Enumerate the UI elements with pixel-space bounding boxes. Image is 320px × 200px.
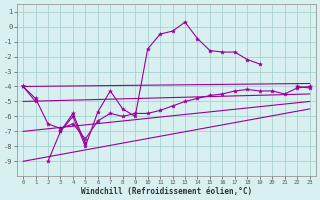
X-axis label: Windchill (Refroidissement éolien,°C): Windchill (Refroidissement éolien,°C) bbox=[81, 187, 252, 196]
